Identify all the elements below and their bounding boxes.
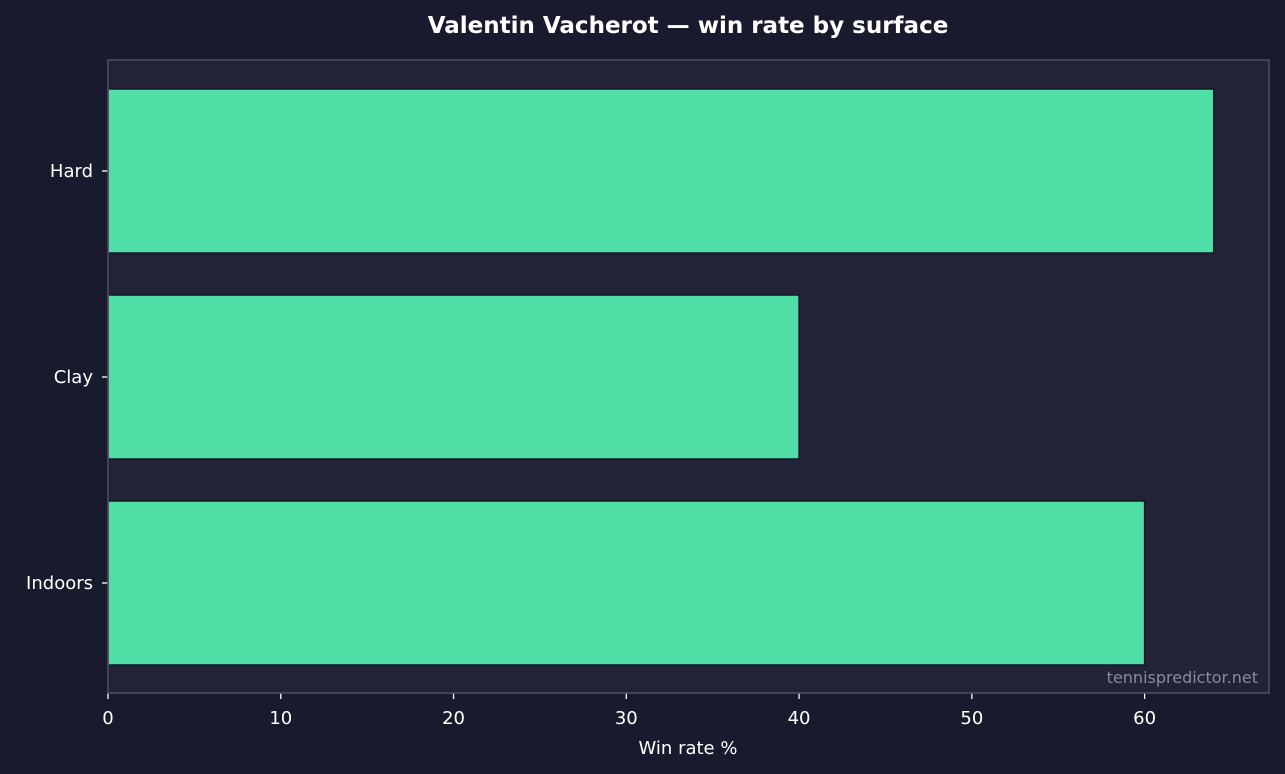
bar-indoors (107, 500, 1146, 666)
y-axis: Hard Clay Indoors (26, 161, 108, 594)
y-tick-label: Indoors (26, 573, 93, 594)
x-tick-label: 60 (1133, 708, 1156, 729)
chart-title: Valentin Vacherot — win rate by surface (428, 13, 949, 39)
bar-clay (107, 294, 800, 460)
x-tick-label: 30 (615, 708, 638, 729)
x-tick-label: 20 (442, 708, 465, 729)
y-tick-label: Clay (54, 367, 94, 388)
y-tick-label: Hard (50, 161, 93, 182)
bars-layer (107, 88, 1215, 666)
plot-frame (107, 59, 1270, 694)
x-axis-label: Win rate % (639, 738, 738, 759)
x-axis: 0 10 20 30 40 50 60 (102, 693, 1156, 729)
bar-hard (107, 88, 1215, 254)
x-tick-label: 50 (960, 708, 983, 729)
x-tick-label: 40 (788, 708, 811, 729)
x-tick-label: 0 (102, 708, 113, 729)
watermark-text: tennispredictor.net (1107, 668, 1258, 687)
x-tick-label: 10 (269, 708, 292, 729)
